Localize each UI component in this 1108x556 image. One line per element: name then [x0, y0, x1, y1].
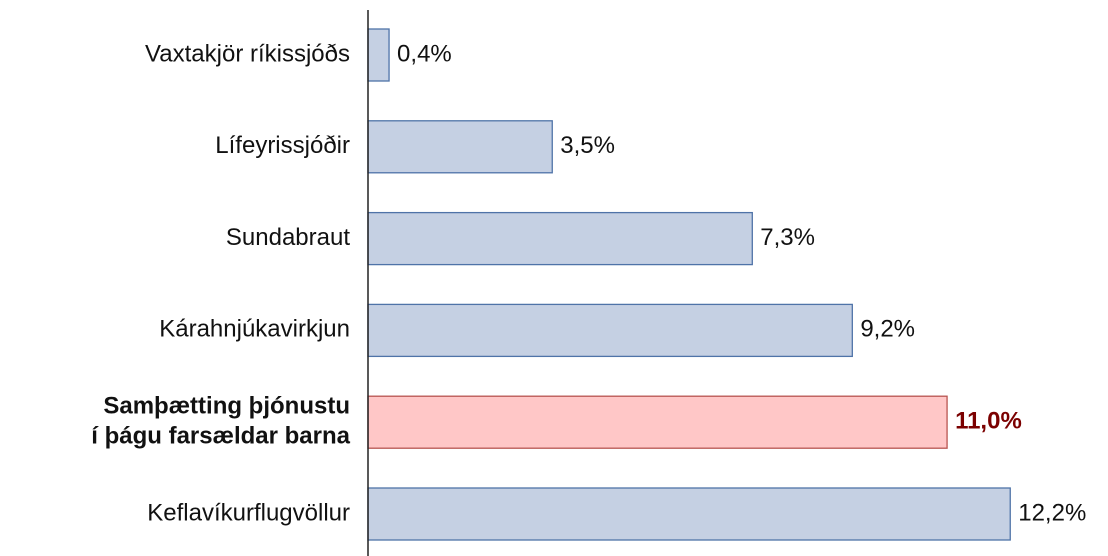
category-label: Sundabraut	[226, 224, 350, 251]
bar	[367, 487, 1011, 541]
bar	[367, 395, 948, 449]
value-label: 12,2%	[1018, 499, 1086, 526]
category-label: Vaxtakjör ríkissjóðs	[145, 40, 350, 67]
category-label: Kárahnjúkavirkjun	[159, 316, 350, 343]
value-label: 11,0%	[955, 408, 1022, 435]
category-label: Lífeyrissjóðir	[215, 132, 350, 159]
bar	[367, 303, 853, 358]
category-label: í þágu farsældar barna	[91, 423, 350, 450]
bar	[367, 120, 553, 174]
bar	[367, 211, 753, 266]
category-label: Keflavíkurflugvöllur	[147, 499, 350, 526]
category-label: Samþætting þjónustu	[103, 393, 350, 420]
value-label: 3,5%	[560, 132, 615, 159]
value-label: 7,3%	[760, 224, 815, 251]
bar	[367, 28, 390, 82]
value-label: 0,4%	[397, 40, 452, 67]
value-label: 9,2%	[860, 316, 915, 343]
